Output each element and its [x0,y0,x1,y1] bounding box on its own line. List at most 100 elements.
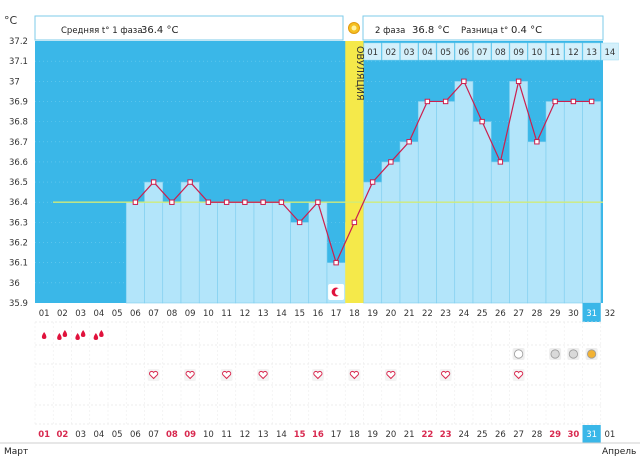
cycle-day-label: 07 [477,48,488,58]
bottom-date-label: 10 [203,430,214,440]
bottom-date-label: 12 [239,430,250,440]
temp-point [406,139,412,145]
x-tick-label: 13 [258,309,269,319]
cycle-day-label: 13 [586,48,597,58]
cycle-day-cell [455,42,473,61]
diff-value: 0.4 °C [511,25,542,36]
temp-point [424,98,431,105]
bottom-date-label: 13 [258,430,269,440]
y-tick-label: 36.4 [9,198,28,208]
temp-point [588,98,595,105]
temp-point [369,179,376,185]
temp-bar [198,201,218,304]
y-tick-label: 36.1 [9,259,28,269]
drop-icon [99,330,104,337]
drop-icon [75,333,80,340]
cycle-day-cell [473,42,491,61]
cycle-day-cell [491,42,510,61]
temp-point [278,199,285,205]
temp-point [479,118,485,125]
cycle-day-cell [528,42,546,61]
temp-bar [144,181,164,304]
circle-icon [587,349,597,359]
phase2-label: 2 фаза [375,26,405,36]
temp-point [497,159,504,165]
circle-icon [550,349,560,359]
phase2-value: 36.8 °C [412,25,449,36]
x-tick-label: 28 [531,309,542,319]
x-tick-label: 03 [75,309,86,319]
temp-bar [527,141,547,304]
y-tick-label: 37 [9,77,20,87]
temp-bar [290,222,310,304]
bottom-date-label: 20 [385,430,396,440]
heart-icon [514,370,524,380]
temperature-line [134,78,592,265]
bottom-date-label: 14 [276,430,287,440]
temp-point [223,199,230,205]
bottom-date-label: 01 [604,430,615,440]
bottom-date-label: 11 [221,430,232,440]
x-tick-label: 12 [239,309,250,319]
ovulation-label: ОВУЛЯЦИЯ [354,46,365,101]
temp-bar [217,201,237,304]
cycle-day-label: 04 [422,48,433,58]
temp-point [442,98,449,105]
bottom-day-highlight [582,425,601,443]
temp-point [205,199,212,205]
day-highlight [582,303,601,322]
sun-icon [348,22,360,34]
bottom-date-label: 21 [404,430,415,440]
bottom-date-label: 05 [112,430,123,440]
month-end: Апрель [602,447,636,457]
temp-point [515,78,522,85]
temp-point [169,199,175,205]
heart-icon [386,370,396,380]
drop-icon [93,333,99,340]
x-tick-label: 23 [440,309,451,319]
temp-bar [363,181,383,304]
y-tick-label: 36.2 [9,239,28,249]
bottom-date-label: 06 [130,430,141,440]
phase1-label: Средняя t° 1 фаза [61,26,143,36]
temp-point [461,78,467,85]
bottom-date-label: 27 [513,430,524,440]
bottom-date-label: 28 [531,430,542,440]
bottom-date-label: 24 [458,430,469,440]
bottom-date-label: 07 [148,430,159,440]
x-tick-label: 29 [550,309,561,319]
x-tick-label: 24 [458,309,469,319]
x-tick-label: 05 [112,309,123,319]
header-phase1-box [34,15,344,41]
heart-icon [441,370,451,380]
cycle-day-cell [436,42,455,61]
bottom-date-label: 19 [367,430,378,440]
x-tick-label: 04 [93,309,104,319]
temp-point [242,199,248,205]
temp-point [132,199,139,205]
cycle-day-label: 06 [458,48,469,58]
x-tick-label: 21 [404,309,415,319]
unit-label: °C [4,14,18,27]
temp-point [534,139,540,145]
temp-point [351,219,358,226]
drop-icon [41,332,47,339]
drop-icon [62,330,68,337]
x-tick-label: 15 [294,309,305,319]
moon-icon-cutout [335,288,343,296]
x-tick-label: 17 [331,309,342,319]
bottom-date-label: 09 [184,430,196,440]
cycle-day-label: 03 [404,48,415,58]
cycle-day-label: 14 [604,48,615,58]
x-tick-label: 07 [148,309,159,319]
bottom-date-label: 22 [421,430,433,440]
temp-bar [454,81,474,304]
diff-label: Разница t° [461,26,508,36]
bottom-date-label: 18 [349,430,360,440]
heart-icon [313,370,323,380]
cycle-day-cell [400,42,418,61]
bottom-date-label: 04 [93,430,104,440]
header-phase2-box [362,15,604,41]
cycle-day-label: 09 [513,48,524,58]
